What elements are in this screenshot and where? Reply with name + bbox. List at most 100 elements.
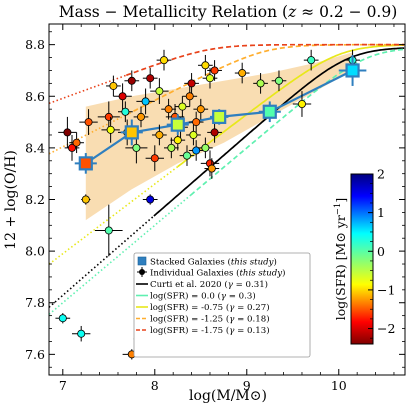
individual-marker [136, 112, 145, 121]
individual-marker [210, 128, 219, 137]
individual-marker [63, 128, 72, 137]
individual-marker [58, 314, 67, 323]
legend-stacked-marker [137, 256, 147, 266]
individual-galaxy-point [117, 101, 133, 123]
individual-galaxy-point [58, 116, 77, 148]
legend-individual-marker [137, 267, 147, 277]
y-tick-label: 8.8 [25, 37, 45, 52]
individual-marker [104, 112, 113, 121]
legend-individual-label: Individual Galaxies (this study) [150, 268, 285, 279]
individual-marker [167, 143, 176, 152]
individual-galaxy-point [271, 70, 287, 92]
individual-galaxy-point [303, 49, 319, 71]
relation-sfr0 [190, 48, 405, 196]
individual-marker [274, 76, 283, 85]
chart-title: Mass − Metallicity Relation (z ≈ 0.2 − 0… [59, 3, 398, 21]
individual-marker [159, 56, 168, 65]
individual-galaxy-point [150, 78, 169, 105]
colorbar-ticks: 2 1 0 −1 −2 [368, 167, 395, 339]
individual-galaxy-point [202, 67, 218, 89]
individual-marker [146, 195, 155, 204]
individual-marker [109, 81, 118, 90]
stacked-marker [212, 109, 227, 125]
individual-galaxy-point [175, 96, 190, 117]
legend-box [133, 252, 311, 358]
stacked-galaxy-point [338, 54, 367, 86]
individual-marker [201, 61, 210, 70]
legend-sfr0-label: log(SFR) = 0.0 (γ = 0.3) [150, 291, 256, 302]
relation-sfr125-extrapolated [49, 114, 127, 155]
individual-galaxy-point [124, 70, 140, 92]
stacked-galaxies [74, 54, 367, 174]
individual-marker [77, 329, 86, 338]
individual-galaxy-point [184, 73, 199, 94]
colorbar-tick-label: 0 [377, 244, 385, 259]
individual-marker [118, 92, 127, 101]
individual-galaxy-point [186, 124, 201, 146]
stacked-marker [345, 63, 360, 78]
individual-marker [164, 105, 173, 114]
individual-marker [146, 74, 155, 83]
colorbar-tick-label: −1 [377, 282, 395, 297]
individual-marker [207, 164, 216, 173]
individual-galaxy-point [125, 132, 148, 164]
individual-marker [256, 79, 265, 88]
individual-galaxy-point [64, 134, 80, 161]
individual-galaxy-point [142, 194, 158, 205]
individual-galaxy-point [145, 145, 164, 172]
stacked-marker [124, 125, 139, 140]
y-tick-label: 8.6 [25, 89, 45, 104]
individual-marker [81, 195, 90, 204]
stacked-galaxy-point [209, 109, 229, 125]
y-tick-label: 8.2 [25, 192, 45, 207]
individual-marker [201, 143, 210, 152]
individual-galaxy-point [81, 194, 91, 205]
individual-galaxy-point [156, 49, 172, 71]
x-tick-label: 8 [151, 378, 159, 393]
individual-marker [192, 118, 201, 127]
axis-ticks: 7 8 9 107.67.88.08.28.48.68.8 [25, 24, 405, 393]
individual-marker [187, 79, 196, 88]
individual-marker [121, 107, 130, 116]
relation-sfr0-extrapolated [49, 194, 192, 315]
stacked-galaxy-point [258, 101, 281, 123]
individual-marker [132, 143, 141, 152]
individual-galaxy-point [55, 313, 71, 324]
legend-sfr075-label: log(SFR) = -0.75 (γ = 0.27) [150, 302, 270, 313]
individual-marker [185, 92, 194, 101]
individual-marker [178, 102, 187, 111]
colorbar-gradient [350, 173, 374, 345]
legend-stacked-label: Stacked Galaxies (this study) [150, 257, 277, 268]
y-axis-label: 12 + log(O/H) [3, 150, 19, 250]
relation-sfr075 [177, 44, 405, 168]
colorbar-label: log(SFR) [M⊙ yr−1] [333, 198, 348, 320]
individual-galaxy-point [79, 109, 98, 135]
relation-sfr075-extrapolated [49, 165, 179, 265]
colorbar-tick-label: 1 [377, 205, 385, 220]
y-tick-label: 8.4 [25, 140, 45, 155]
individual-galaxy-point [182, 85, 198, 107]
individual-galaxy-point [69, 132, 84, 154]
individual-marker [182, 151, 191, 160]
individual-galaxy-point [193, 98, 209, 120]
individual-marker [238, 69, 247, 78]
individual-galaxy-point [204, 158, 220, 179]
individual-galaxy-point [198, 137, 213, 159]
legend-sfr175-label: log(SFR) = -1.75 (γ = 0.13) [150, 325, 270, 336]
individual-marker [189, 130, 198, 139]
individual-marker [106, 125, 115, 134]
individual-galaxy-point [207, 122, 222, 143]
individual-galaxy-point [113, 83, 132, 110]
individual-marker [192, 146, 201, 155]
individual-marker [196, 105, 205, 114]
individual-galaxy-point [71, 325, 91, 342]
relation-sfr125 [125, 43, 405, 116]
y-tick-label: 7.8 [25, 295, 45, 310]
stacked-galaxy-point [74, 153, 97, 174]
legend: Stacked Galaxies (this study) Individual… [133, 252, 311, 358]
stacked-marker [170, 117, 185, 132]
individual-galaxy-point [188, 140, 204, 161]
individual-marker [150, 154, 159, 163]
